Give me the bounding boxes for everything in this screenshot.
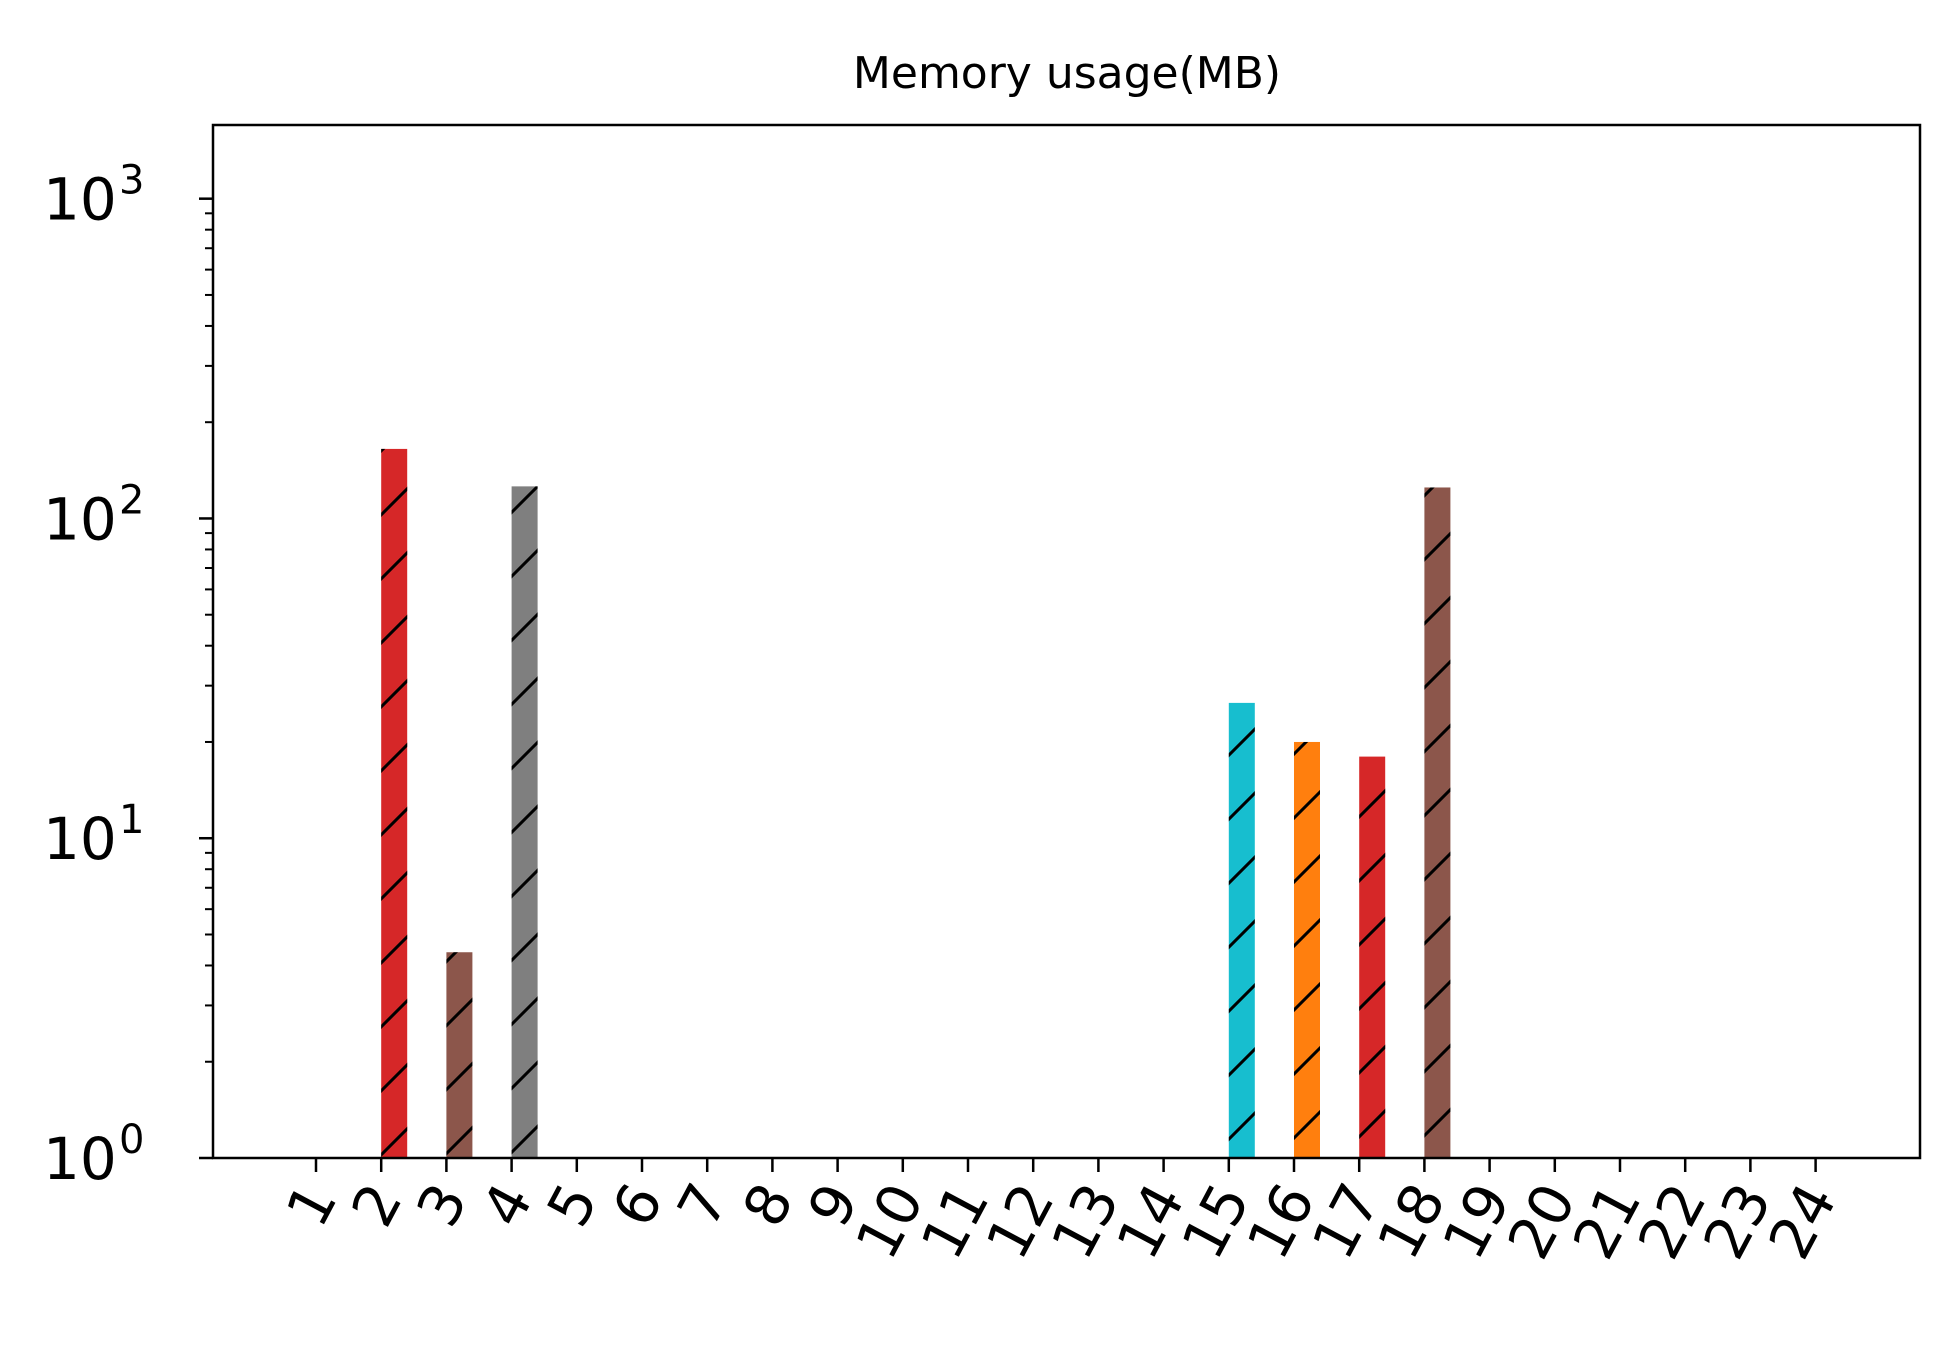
y-tick-exp-0: 0 <box>119 1117 144 1163</box>
bar-hatch-2 <box>381 448 408 1158</box>
y-tick-label-1: 10 <box>43 805 117 873</box>
bar-hatch-4 <box>511 486 538 1158</box>
bar-hatch-15 <box>1228 702 1255 1158</box>
y-tick-label-2: 10 <box>43 485 117 553</box>
y-tick-label-3: 10 <box>43 166 117 234</box>
plot-frame <box>211 123 1922 1160</box>
y-tick-exp-3: 3 <box>119 158 144 204</box>
chart-title: Memory usage(MB) <box>853 48 1281 99</box>
y-tick-label-0: 10 <box>43 1125 117 1193</box>
bar-hatch-18 <box>1424 487 1451 1158</box>
y-tick-exp-2: 2 <box>119 477 144 523</box>
bars-group <box>381 448 1451 1158</box>
bar-hatch-17 <box>1359 756 1386 1158</box>
bar-hatch-3 <box>446 952 473 1158</box>
x-tick-label-24: 24 <box>1755 1173 1850 1270</box>
bar-hatch-16 <box>1294 741 1320 1158</box>
y-tick-exp-1: 1 <box>119 797 144 843</box>
